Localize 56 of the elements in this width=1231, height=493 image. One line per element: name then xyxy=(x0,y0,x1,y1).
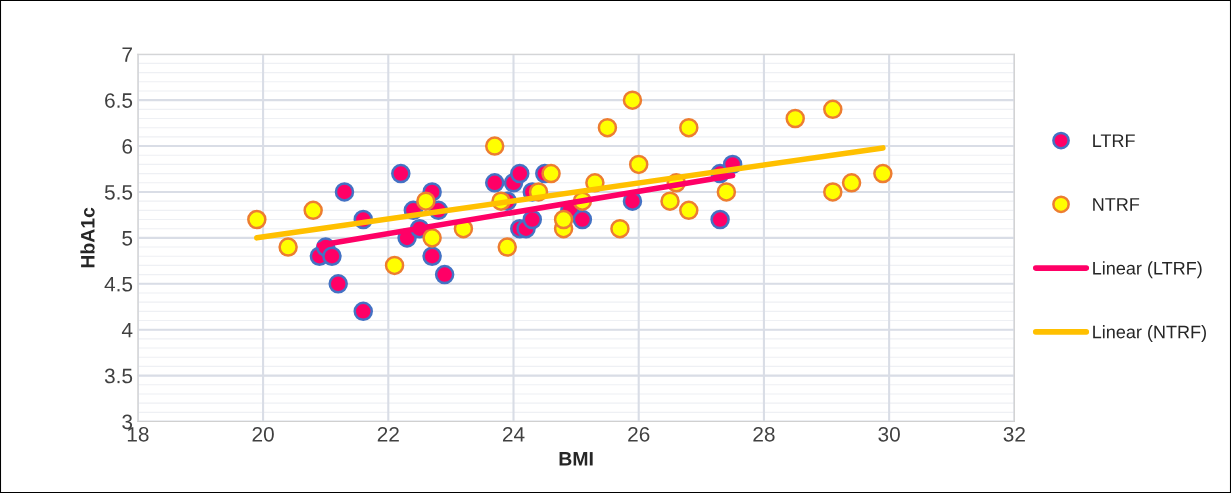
x-tick-label: 24 xyxy=(502,426,525,442)
legend-label: Linear (NTRF) xyxy=(1093,325,1206,342)
point xyxy=(679,200,699,221)
point xyxy=(823,182,843,202)
point xyxy=(553,209,574,230)
point xyxy=(247,209,267,230)
legend-label: LTRF xyxy=(1093,134,1135,147)
y-tick-label: 6 xyxy=(122,139,133,154)
point xyxy=(497,237,517,257)
legend-label: NTRF xyxy=(1093,198,1140,211)
point xyxy=(597,117,618,138)
legend-label: Linear (LTRF) xyxy=(1093,261,1202,279)
point xyxy=(510,163,530,184)
point xyxy=(391,163,411,184)
point xyxy=(610,218,630,239)
point xyxy=(422,246,442,266)
y-tick-label: 7 xyxy=(122,47,132,62)
y-tick-label: 4 xyxy=(121,322,133,338)
point xyxy=(334,182,355,202)
point xyxy=(572,209,593,230)
x-tick-label: 22 xyxy=(377,426,399,442)
point xyxy=(303,200,323,221)
x-tick-label: 26 xyxy=(628,426,650,442)
y-tick-label: 3.5 xyxy=(104,368,133,384)
y-axis-title: HbA1c xyxy=(80,207,95,268)
point xyxy=(710,209,730,230)
point xyxy=(841,173,862,193)
point xyxy=(679,117,699,138)
y-tick-label: 5 xyxy=(122,231,133,246)
x-tick-label: 28 xyxy=(753,426,775,442)
point xyxy=(416,191,436,211)
point xyxy=(322,246,342,266)
point xyxy=(278,237,298,257)
point xyxy=(484,173,505,193)
y-tick-label: 4.5 xyxy=(104,277,133,292)
y-tick-label: 6.5 xyxy=(105,93,133,108)
point xyxy=(628,154,649,175)
point xyxy=(716,182,737,202)
y-tick-label: 5.5 xyxy=(104,185,133,200)
point xyxy=(823,99,843,120)
point xyxy=(522,209,543,230)
x-tick-label: 30 xyxy=(878,426,900,442)
point xyxy=(622,90,643,110)
point xyxy=(660,191,680,211)
point xyxy=(353,301,374,322)
point xyxy=(328,274,348,294)
x-tick-label: 32 xyxy=(1003,426,1025,442)
point xyxy=(422,228,442,248)
point xyxy=(484,136,505,156)
x-tick-label: 20 xyxy=(252,426,274,442)
point xyxy=(541,163,561,184)
point xyxy=(785,108,805,129)
x-axis-title: BMI xyxy=(559,452,593,466)
point xyxy=(873,163,893,184)
point xyxy=(384,255,405,276)
point xyxy=(434,264,455,285)
